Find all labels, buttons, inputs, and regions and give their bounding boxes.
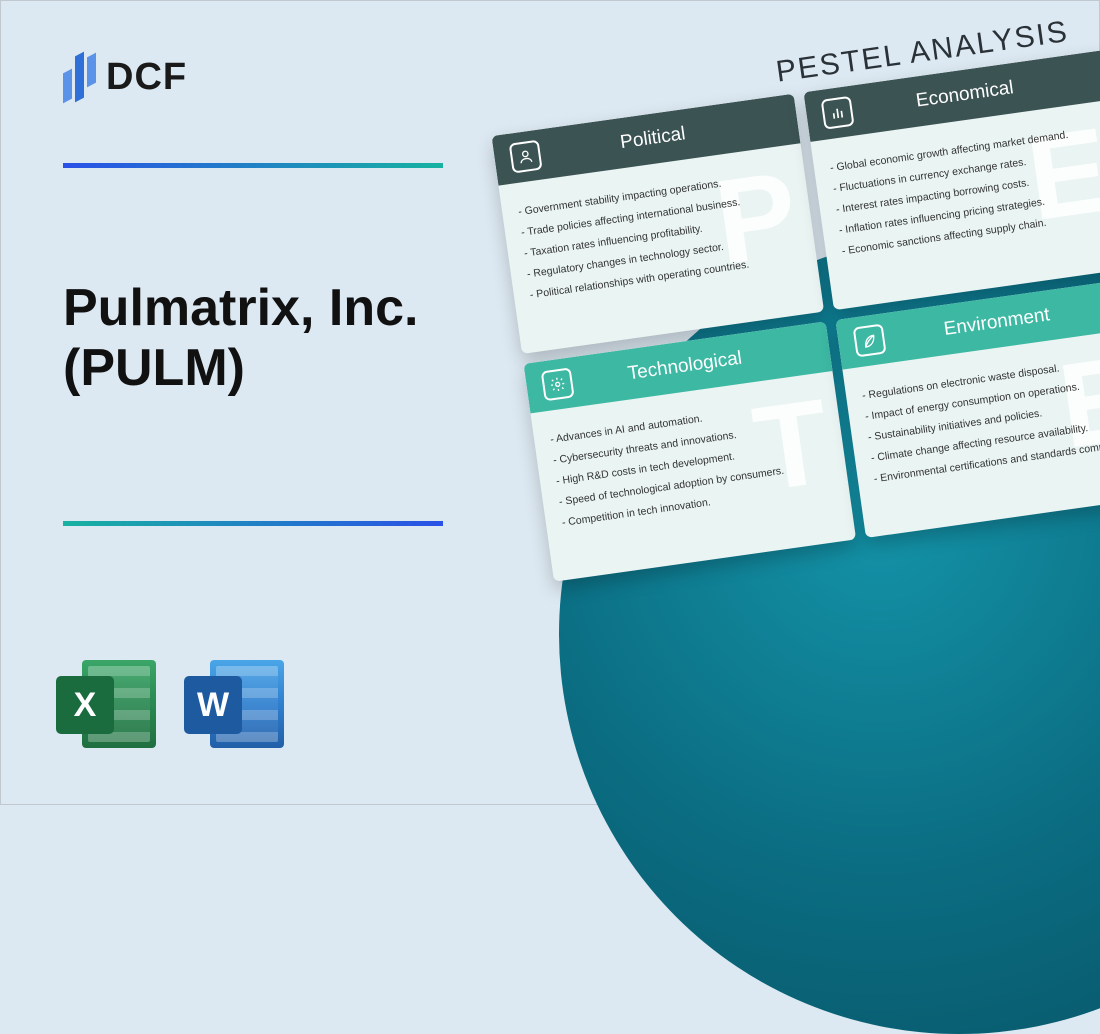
pestel-grid: PoliticalPGovernment stability impacting… bbox=[491, 50, 1100, 582]
brand-logo: DCF bbox=[63, 49, 187, 105]
pestel-item-list: Regulations on electronic waste disposal… bbox=[861, 352, 1100, 485]
pestel-panel: PESTEL ANALYSIS PoliticalPGovernment sta… bbox=[486, 10, 1100, 582]
page-title: Pulmatrix, Inc. (PULM) bbox=[63, 279, 418, 399]
pestel-card-technological: TechnologicalTAdvances in AI and automat… bbox=[523, 321, 856, 581]
brand-name: DCF bbox=[106, 56, 187, 99]
person-icon bbox=[509, 140, 543, 174]
excel-icon: X bbox=[56, 656, 156, 752]
pestel-card-economical: EconomicalEGlobal economic growth affect… bbox=[803, 50, 1100, 310]
bars-icon bbox=[821, 96, 855, 130]
word-icon: W bbox=[184, 656, 284, 752]
pestel-card-political: PoliticalPGovernment stability impacting… bbox=[491, 94, 824, 354]
leaf-icon bbox=[853, 324, 887, 358]
pestel-item-list: Advances in AI and automation.Cybersecur… bbox=[550, 396, 834, 529]
file-type-icons: X W bbox=[56, 656, 284, 752]
title-line-2: (PULM) bbox=[63, 339, 418, 399]
divider-top bbox=[63, 163, 443, 168]
pestel-card-environment: EnvironmentERegulations on electronic wa… bbox=[835, 278, 1100, 538]
pestel-item-list: Global economic growth affecting market … bbox=[829, 124, 1100, 257]
word-letter: W bbox=[184, 676, 242, 734]
pestel-item-list: Government stability impacting operation… bbox=[517, 168, 801, 301]
title-line-1: Pulmatrix, Inc. bbox=[63, 279, 418, 339]
divider-bottom bbox=[63, 521, 443, 526]
excel-letter: X bbox=[56, 676, 114, 734]
gear-icon bbox=[541, 367, 575, 401]
logo-mark bbox=[63, 49, 96, 105]
